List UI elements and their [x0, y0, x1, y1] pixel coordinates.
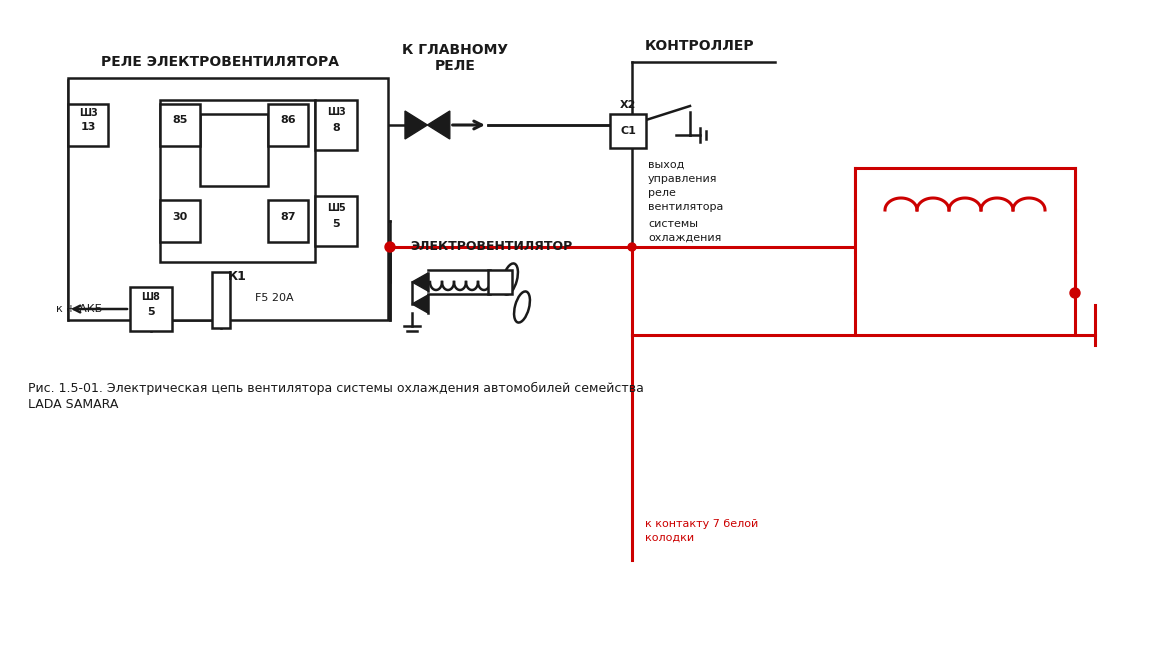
Bar: [488, 270, 511, 294]
Text: Рис. 1.5-01. Электрическая цепь вентилятора системы охлаждения автомобилей семей: Рис. 1.5-01. Электрическая цепь вентилят…: [28, 382, 644, 395]
Text: К1: К1: [228, 270, 247, 283]
Text: системы: системы: [647, 219, 698, 229]
Polygon shape: [412, 273, 429, 291]
Text: 8: 8: [332, 123, 340, 133]
Bar: [160, 200, 200, 242]
Text: к + АКБ: к + АКБ: [56, 304, 103, 314]
Bar: [611, 114, 646, 148]
Text: 5: 5: [147, 307, 154, 317]
Bar: [855, 168, 1075, 335]
Text: 5: 5: [332, 219, 340, 229]
Polygon shape: [412, 295, 429, 313]
Text: 30: 30: [173, 212, 188, 222]
Text: 87: 87: [280, 212, 296, 222]
Bar: [268, 104, 308, 146]
Polygon shape: [406, 111, 427, 139]
Bar: [314, 196, 357, 246]
Bar: [212, 272, 230, 328]
Text: C1: C1: [620, 126, 636, 136]
Circle shape: [628, 243, 636, 251]
Text: Ш5: Ш5: [327, 203, 346, 213]
Text: ЭЛЕКТРОВЕНТИЛЯТОР: ЭЛЕКТРОВЕНТИЛЯТОР: [410, 240, 573, 253]
Bar: [200, 114, 268, 186]
Polygon shape: [427, 111, 449, 139]
Text: колодки: колодки: [645, 533, 695, 543]
Text: 86: 86: [280, 115, 296, 125]
Text: LADA SAMARA: LADA SAMARA: [28, 397, 119, 410]
Bar: [68, 104, 108, 146]
Text: управления: управления: [647, 174, 718, 184]
Text: К ГЛАВНОМУ: К ГЛАВНОМУ: [402, 43, 508, 57]
Text: вентилятора: вентилятора: [647, 202, 723, 212]
Text: КОНТРОЛЛЕР: КОНТРОЛЛЕР: [645, 39, 755, 53]
Circle shape: [385, 242, 395, 252]
Text: РЕЛЕ: РЕЛЕ: [434, 59, 476, 73]
Bar: [160, 104, 200, 146]
Text: выход: выход: [647, 160, 684, 170]
Text: к контакту 7 белой: к контакту 7 белой: [645, 519, 758, 529]
Text: Ш3: Ш3: [78, 108, 98, 118]
Text: X2: X2: [620, 100, 636, 110]
Text: Ш8: Ш8: [142, 292, 160, 302]
Text: РЕЛЕ ЭЛЕКТРОВЕНТИЛЯТОРА: РЕЛЕ ЭЛЕКТРОВЕНТИЛЯТОРА: [101, 55, 339, 69]
Bar: [68, 78, 388, 320]
Text: 13: 13: [81, 122, 96, 132]
Bar: [314, 100, 357, 150]
Bar: [160, 100, 314, 262]
Bar: [130, 287, 172, 331]
Text: 85: 85: [173, 115, 188, 125]
Text: F5 20A: F5 20A: [255, 293, 294, 303]
Text: Ш3: Ш3: [327, 107, 346, 117]
Text: охлаждения: охлаждения: [647, 233, 721, 243]
Bar: [268, 200, 308, 242]
Circle shape: [1070, 288, 1081, 298]
Text: реле: реле: [647, 188, 676, 198]
